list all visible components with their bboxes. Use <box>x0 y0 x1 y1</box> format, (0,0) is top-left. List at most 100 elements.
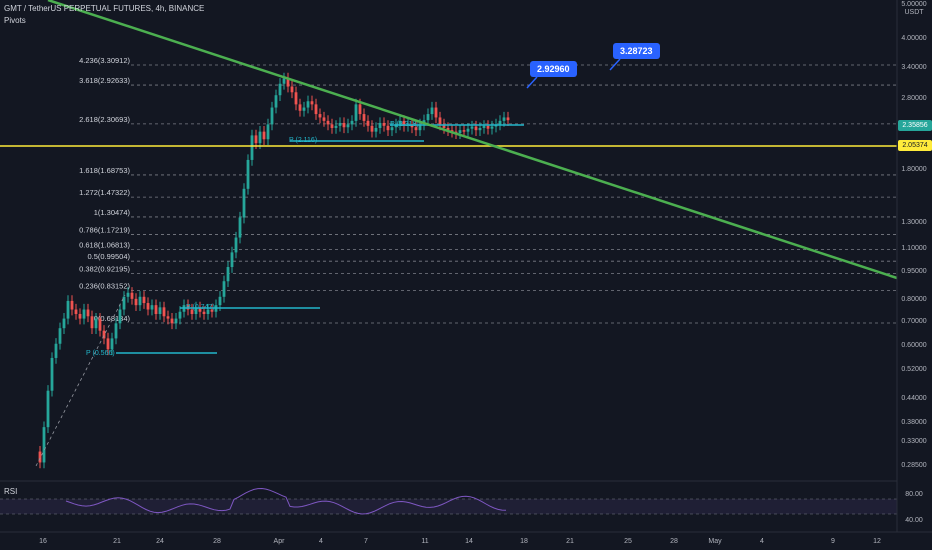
pivot-label: P (2.116) <box>289 137 317 144</box>
price-axis-top: 5.00000 <box>901 1 926 8</box>
price-callout-1[interactable]: 2.92960 <box>530 61 577 77</box>
candle-body <box>282 78 286 84</box>
fib-label: 0(0.68134) <box>94 314 131 323</box>
rsi-tick: 80.00 <box>905 491 923 498</box>
candle-body <box>198 307 202 312</box>
time-tick: May <box>708 538 722 545</box>
candle-body <box>42 427 46 463</box>
pivot-label: P (0.566) <box>86 350 115 357</box>
candle-body <box>310 101 314 105</box>
time-tick: Apr <box>274 538 286 545</box>
candle-body <box>270 107 274 125</box>
candle-body <box>174 318 178 324</box>
candle-body <box>338 122 342 126</box>
fib-label: 0.5(0.99504) <box>87 252 130 261</box>
price-callout-2[interactable]: 3.28723 <box>613 43 660 59</box>
time-tick: 11 <box>421 538 428 545</box>
candle-body <box>46 390 50 428</box>
time-tick: 21 <box>566 538 574 545</box>
candle-body <box>294 92 298 105</box>
price-tick: 0.44000 <box>901 395 926 402</box>
candle-body <box>410 124 414 128</box>
candle-body <box>166 316 170 319</box>
time-tick: 21 <box>113 538 121 545</box>
candle-body <box>498 120 502 125</box>
candle-body <box>114 323 118 339</box>
candle-body <box>126 292 130 297</box>
candle-body <box>302 107 306 111</box>
candle-body <box>366 120 370 126</box>
price-tick: 4.00000 <box>901 35 926 42</box>
candle-body <box>190 309 194 314</box>
candle-body <box>290 86 294 93</box>
candle-body <box>354 104 358 121</box>
candle-body <box>82 309 86 319</box>
callout-pointer <box>526 76 538 89</box>
candle-body <box>414 127 418 131</box>
candle-body <box>322 117 326 121</box>
fib-label: 3.618(2.92633) <box>79 76 130 85</box>
candle-body <box>482 125 486 128</box>
candle-body <box>38 451 42 463</box>
rsi-line <box>65 487 507 515</box>
candle-body <box>246 159 250 189</box>
candle-body <box>146 303 150 310</box>
candle-body <box>170 318 174 324</box>
candle-body <box>330 124 334 128</box>
time-tick: 28 <box>670 538 678 545</box>
candle-body <box>450 130 454 132</box>
candle-body <box>210 309 214 312</box>
price-tick: 2.80000 <box>901 95 926 102</box>
candle-body <box>274 95 278 108</box>
fib-label: 1.272(1.47322) <box>79 188 130 197</box>
candle-body <box>394 124 398 128</box>
fib-label: 4.236(3.30912) <box>79 56 130 65</box>
candle-body <box>346 124 350 128</box>
price-tick: 0.28500 <box>901 462 926 469</box>
candle-body <box>442 124 446 128</box>
candle-body <box>470 126 474 129</box>
candle-body <box>362 114 366 121</box>
candle-body <box>66 300 70 319</box>
fibonacci-levels: 4.236(3.30912) 3.618(2.92633) 2.618(2.3069… <box>79 56 897 324</box>
candle-body <box>474 126 478 131</box>
candle-body <box>382 122 386 126</box>
candle-body <box>278 83 282 96</box>
candle-body <box>342 122 346 128</box>
rsi-tick: 40.00 <box>905 517 923 524</box>
candle-body <box>218 296 222 306</box>
candle-body <box>238 217 242 238</box>
candle-body <box>386 125 390 131</box>
candle-body <box>266 124 270 140</box>
fib-label: 0.618(1.06813) <box>79 241 130 250</box>
support-price-tag: 2.05374 <box>898 140 932 151</box>
candle-body <box>194 307 198 314</box>
candle-body <box>206 309 210 314</box>
candle-body <box>430 107 434 115</box>
candle-body <box>398 120 402 125</box>
price-tick: 1.10000 <box>901 245 926 252</box>
drawing-lines: P (0.566) P (0.747) P (2.116) P (2.318) <box>0 0 898 467</box>
fib-label: 1.618(1.68753) <box>79 166 130 175</box>
candle-body <box>178 311 182 319</box>
candle-body <box>62 318 66 329</box>
time-tick: 4 <box>760 538 764 545</box>
candle-body <box>298 104 302 111</box>
candle-body <box>78 313 82 319</box>
price-tick: 0.80000 <box>901 296 926 303</box>
price-tick: 1.80000 <box>901 166 926 173</box>
candle-body <box>486 125 490 129</box>
candle-body <box>250 135 254 160</box>
candle-body <box>254 135 258 144</box>
candle-body <box>122 296 126 310</box>
candle-body <box>98 318 102 331</box>
rsi-label: RSI <box>4 487 18 496</box>
candle-body <box>70 300 74 310</box>
price-tick: 0.33000 <box>901 438 926 445</box>
candle-body <box>490 126 494 129</box>
candle-body <box>134 298 138 306</box>
candle-body <box>262 131 266 140</box>
chart-title: GMT / TetherUS PERPETUAL FUTURES, 4h, BI… <box>4 4 205 13</box>
